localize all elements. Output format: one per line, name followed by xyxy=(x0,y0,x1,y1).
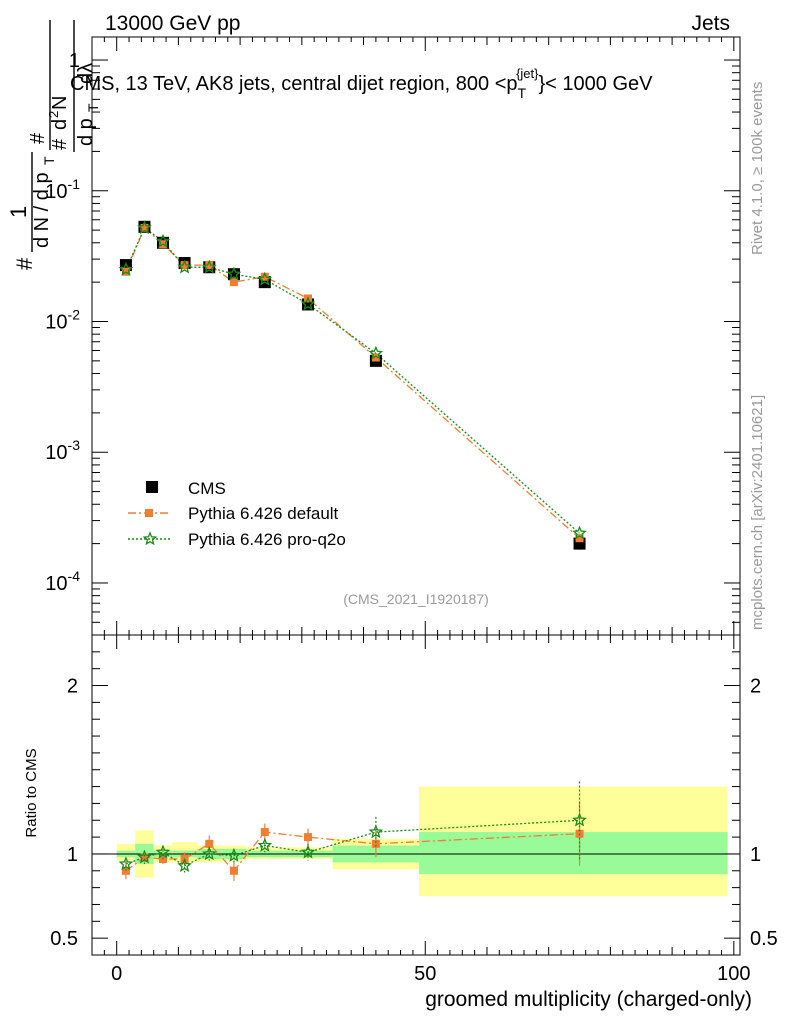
main-series-group xyxy=(118,220,587,550)
ratio-tick-label-left: 2 xyxy=(67,676,78,698)
ratio-proq2o-point xyxy=(118,856,134,871)
y-tick-label: 1 xyxy=(69,50,80,72)
ylabel-sub-t: T xyxy=(41,156,57,165)
line-pythia-default xyxy=(125,226,580,539)
ratio-default-point xyxy=(205,839,214,848)
panel-frames xyxy=(91,36,741,956)
ratio-proq2o-point xyxy=(257,837,273,852)
ratio-proq2o-point xyxy=(300,844,316,859)
ratio-default-point xyxy=(260,828,269,837)
y-tick-label: 10-4 xyxy=(45,568,80,595)
y-tick-label: 10-2 xyxy=(45,306,80,333)
ratio-proq2o-point xyxy=(137,849,152,864)
header-category: Jets xyxy=(691,12,730,35)
pythia-proq2o-point xyxy=(300,296,316,311)
ylabel-hash-three: # xyxy=(49,138,71,150)
legend: CMS Pythia 6.426 default Pythia 6.426 pr… xyxy=(128,479,346,549)
ylabel-hash-one: # xyxy=(12,257,37,270)
y-tick-label: 10-3 xyxy=(45,437,80,464)
pythia-proq2o-point xyxy=(201,259,217,274)
ratio-default-point xyxy=(229,866,238,875)
pythia-default-point xyxy=(140,223,149,232)
pythia-proq2o-point xyxy=(572,525,587,540)
ratio-default-point xyxy=(304,833,312,842)
pythia-default-point xyxy=(205,261,214,270)
ratio-tick-label-left: 1 xyxy=(67,844,78,866)
rivet-label: Rivet 4.1.0, ≥ 100k events xyxy=(749,82,766,255)
pythia-proq2o-point xyxy=(177,259,192,274)
analysis-watermark: (CMS_2021_I1920187) xyxy=(343,591,489,607)
legend-marker-default xyxy=(145,509,153,517)
ratio-proq2o-point xyxy=(155,844,171,859)
ylabel-hash-two: # xyxy=(27,132,49,144)
legend-label-proq2o: Pythia 6.426 pro-q2o xyxy=(188,530,346,549)
axis-ticks xyxy=(91,37,740,956)
ratio-proq2o-point xyxy=(177,858,192,872)
x-tick-label: 0 xyxy=(111,963,122,985)
pythia-default-point xyxy=(229,278,238,287)
ylabel-n: N xyxy=(49,96,71,110)
ylabel-sup2: 2 xyxy=(46,111,61,118)
ratio-series-group xyxy=(118,781,587,881)
ratio-tick-label-left: 0.5 xyxy=(50,928,78,950)
ylabel-dn: d N / d p xyxy=(31,172,53,248)
pythia-proq2o-point xyxy=(257,271,273,286)
legend-label-cms: CMS xyxy=(188,479,226,498)
ratio-proq2o-point xyxy=(201,846,217,861)
ratio-panel-frame xyxy=(91,634,741,956)
ratio-tick-label-right: 2 xyxy=(750,676,761,698)
ratio-proq2o-point xyxy=(572,812,587,827)
pythia-proq2o-point xyxy=(118,261,134,276)
title-sub: T xyxy=(518,85,527,101)
pythia-proq2o-point xyxy=(155,233,171,248)
pythia-proq2o-point xyxy=(226,266,242,281)
pythia-default-point xyxy=(180,261,189,270)
ylabel-dpt: d p xyxy=(75,118,97,146)
header-energy: 13000 GeV pp xyxy=(105,12,240,35)
ratio-proq2o-point xyxy=(226,847,242,862)
ylabel-sub-t-2: T xyxy=(85,103,101,112)
tick-labels: 0 50 100 1 10-1 10-2 10-3 10-4 0.5 0.5 1 1 2 2 xyxy=(45,50,778,985)
ratio-tick-label-right: 0.5 xyxy=(750,928,778,950)
ratio-default-point xyxy=(140,853,149,862)
legend-marker-proq2o xyxy=(142,531,158,546)
pythia-default-point xyxy=(575,534,584,543)
title-rest: }< 1000 GeV xyxy=(538,73,653,95)
legend-label-default: Pythia 6.426 default xyxy=(188,504,339,523)
x-tick-label: 50 xyxy=(414,963,436,985)
legend-marker-cms xyxy=(146,481,158,493)
x-axis-label: groomed multiplicity (charged-only) xyxy=(425,988,752,1011)
ratio-ylabel: Ratio to CMS xyxy=(23,748,40,837)
title-main: CMS, 13 TeV, AK8 jets, central dijet reg… xyxy=(70,73,518,95)
mcplots-label: mcplots.cern.ch [arXiv:2401.10621] xyxy=(749,395,766,630)
pythia-proq2o-point xyxy=(137,220,152,235)
ratio-line-pythia-default xyxy=(125,831,580,872)
chart-title: CMS, 13 TeV, AK8 jets, central dijet reg… xyxy=(70,66,653,101)
y-axis-label: # 1 d N / d p T # d 2 N # d p T dλ xyxy=(6,20,101,270)
ylabel-one: 1 xyxy=(6,206,31,218)
ratio-proq2o-point xyxy=(368,824,384,839)
pythia-default-point xyxy=(371,353,380,362)
ratio-tick-label-right: 1 xyxy=(750,844,761,866)
ratio-default-point xyxy=(371,839,380,848)
ylabel-d2n: d xyxy=(49,119,71,130)
band-inner-9 xyxy=(419,832,728,875)
pythia-proq2o-point xyxy=(368,345,384,360)
ratio-line-pythia-proq2o xyxy=(125,819,580,867)
title-sup: {jet} xyxy=(516,66,539,81)
pythia-default-point xyxy=(260,272,269,281)
ratio-uncertainty-bands xyxy=(92,786,740,897)
x-tick-label: 100 xyxy=(717,963,750,985)
y-tick-label: 10-1 xyxy=(45,176,80,203)
line-pythia-proq2o xyxy=(125,226,580,534)
